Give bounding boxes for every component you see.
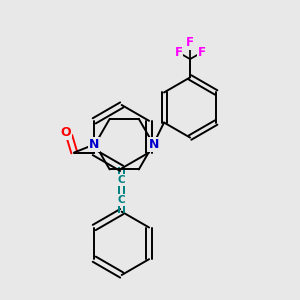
Text: C: C [118,175,125,185]
Text: F: F [198,46,206,59]
Text: N: N [89,138,99,151]
Text: O: O [61,126,71,139]
Text: C: C [118,195,125,205]
Text: F: F [186,36,194,49]
Text: N: N [149,138,159,151]
Text: F: F [174,46,182,59]
